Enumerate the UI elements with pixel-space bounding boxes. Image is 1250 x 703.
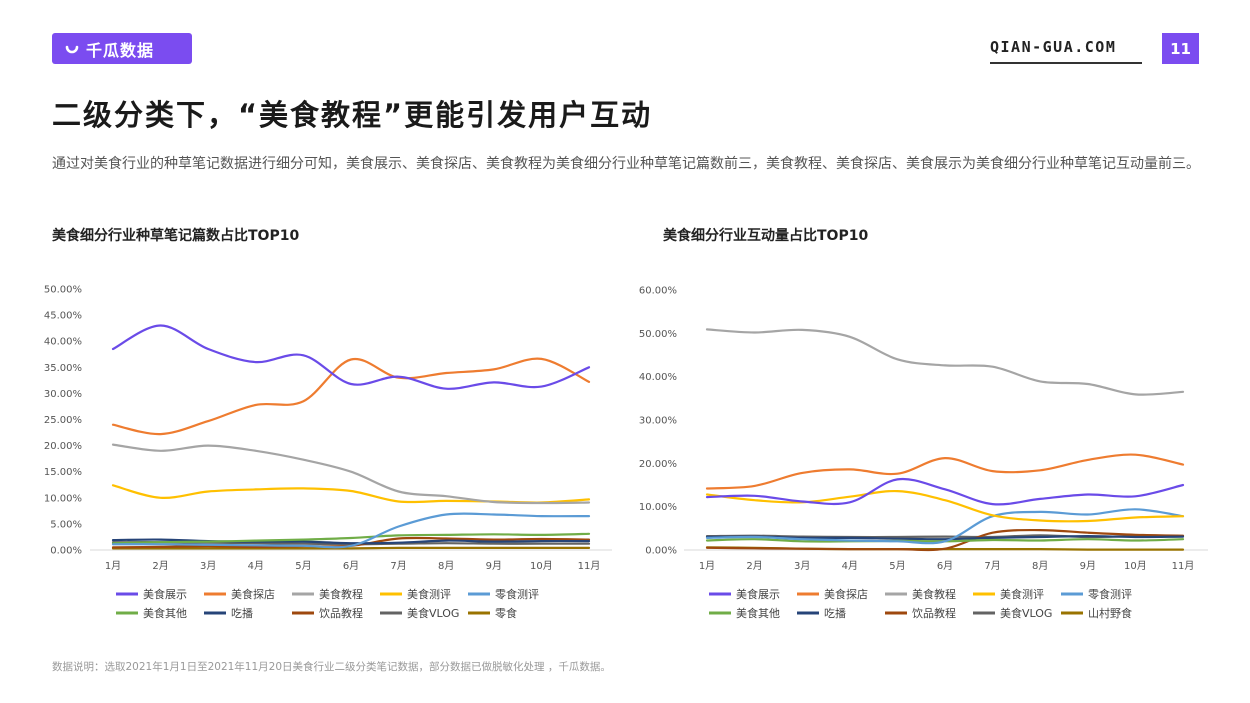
series-line-10 [111, 546, 591, 550]
y-tick-label: 45.00% [44, 311, 82, 322]
y-tick-label: 50.00% [639, 329, 677, 340]
series-line-2 [705, 453, 1185, 490]
series-line-2 [111, 357, 591, 436]
series-line-4 [705, 489, 1185, 523]
legend-label: 美食VLOG [1000, 606, 1052, 620]
page-title: 二级分类下，“美食教程”更能引发用户互动 [52, 98, 653, 132]
legend-label: 山村野食 [1088, 606, 1132, 620]
y-tick-label: 35.00% [44, 363, 82, 374]
series-line-8 [705, 528, 1185, 552]
x-tick-label: 7月 [984, 560, 1000, 572]
x-tick-label: 8月 [438, 560, 454, 572]
y-tick-label: 0.00% [645, 546, 677, 557]
y-tick-label: 15.00% [44, 467, 82, 478]
x-tick-label: 3月 [200, 560, 216, 572]
chart2-title: 美食细分行业互动量占比TOP10 [663, 228, 869, 244]
x-tick-label: 8月 [1032, 560, 1048, 572]
x-tick-label: 5月 [295, 560, 311, 572]
x-tick-label: 1月 [699, 560, 715, 572]
y-tick-label: 30.00% [44, 389, 82, 400]
page-number: 11 [1162, 33, 1199, 64]
y-tick-label: 40.00% [639, 372, 677, 383]
x-tick-label: 11月 [578, 560, 601, 572]
page-description: 通过对美食行业的种草笔记数据进行细分可知，美食展示、美食探店、美食教程为美食细分… [52, 156, 1200, 172]
x-tick-label: 1月 [105, 560, 121, 572]
x-tick-label: 10月 [530, 560, 553, 572]
y-tick-label: 60.00% [639, 286, 677, 297]
x-tick-label: 9月 [486, 560, 502, 572]
x-tick-label: 2月 [746, 560, 762, 572]
legend-label: 美食其他 [736, 606, 780, 620]
legend-label: 零食 [495, 606, 517, 620]
x-tick-label: 6月 [937, 560, 953, 572]
x-tick-label: 3月 [794, 560, 810, 572]
series-line-1 [111, 324, 591, 390]
y-tick-label: 40.00% [44, 337, 82, 348]
series-line-3 [111, 443, 591, 505]
x-tick-label: 10月 [1124, 560, 1147, 572]
logo-text: 千瓜数据 [86, 40, 155, 60]
x-tick-label: 6月 [343, 560, 359, 572]
x-tick-label: 11月 [1172, 560, 1195, 572]
legend-label: 美食展示 [143, 587, 187, 601]
legend-label: 美食测评 [1000, 587, 1044, 601]
y-tick-label: 10.00% [639, 502, 677, 513]
interaction-share-chart: 0.00% 10.00% 20.00% 30.00% 40.00% 50.00% 60.00… [639, 286, 1208, 620]
legend-label: 饮品教程 [319, 607, 363, 620]
legend-label: 美食展示 [736, 587, 780, 601]
y-tick-label: 10.00% [44, 493, 82, 504]
chart1-title: 美食细分行业种草笔记篇数占比TOP10 [52, 228, 300, 244]
site-url: QIAN-GUA.COM [990, 38, 1142, 64]
legend-label: 吃播 [824, 606, 846, 620]
y-tick-label: 30.00% [639, 416, 677, 427]
legend-label: 美食教程 [912, 587, 956, 601]
legend-label: 美食探店 [824, 587, 868, 601]
series-line-5 [111, 512, 591, 549]
legend-label: 零食测评 [1088, 587, 1132, 601]
y-tick-label: 0.00% [50, 546, 82, 557]
x-tick-label: 4月 [248, 560, 264, 572]
series-line-3 [705, 328, 1185, 396]
legend-label: 美食测评 [407, 587, 451, 601]
footnote: 数据说明：选取2021年1月1日至2021年11月20日美食行业二级分类笔记数据… [52, 661, 611, 673]
legend-label: 美食教程 [319, 587, 363, 601]
x-tick-label: 5月 [889, 560, 905, 572]
x-tick-label: 7月 [390, 560, 406, 572]
legend-label: 零食测评 [495, 587, 539, 601]
notes-share-chart: 0.00% 5.00% 10.00% 15.00% 20.00% 25.00% 30.00%… [44, 285, 612, 620]
y-tick-label: 50.00% [44, 285, 82, 296]
x-tick-label: 4月 [842, 560, 858, 572]
y-tick-label: 25.00% [44, 415, 82, 426]
series-line-6 [111, 532, 591, 545]
series-line-5 [705, 508, 1185, 545]
legend-label: 吃播 [231, 606, 253, 620]
legend-label: 美食VLOG [407, 606, 459, 620]
brand-logo: 千瓜数据 [52, 33, 192, 64]
y-tick-label: 5.00% [50, 519, 82, 530]
legend-label: 美食其他 [143, 606, 187, 620]
y-tick-label: 20.00% [44, 441, 82, 452]
logo-icon [65, 45, 79, 53]
legend-label: 美食探店 [231, 587, 275, 601]
x-tick-label: 2月 [152, 560, 168, 572]
x-tick-label: 9月 [1080, 560, 1096, 572]
y-tick-label: 20.00% [639, 459, 677, 470]
series-line-1 [705, 477, 1185, 506]
series-line-4 [111, 484, 591, 504]
legend-label: 饮品教程 [912, 607, 956, 620]
